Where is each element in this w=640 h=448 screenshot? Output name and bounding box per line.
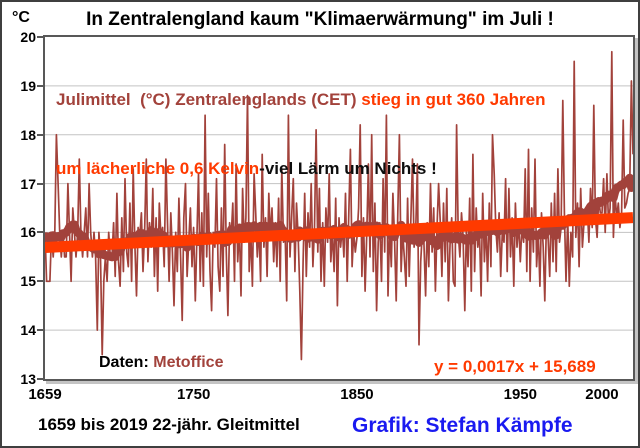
y-tick-label-13: 13 — [20, 371, 36, 387]
temperature-series-line — [45, 50, 633, 361]
y-tick-mark-14 — [37, 329, 43, 332]
y-tick-mark-18 — [37, 133, 43, 136]
y-tick-mark-19 — [37, 84, 43, 87]
data-source-prefix: Daten: — [99, 354, 154, 371]
y-tick-label-20: 20 — [20, 29, 36, 45]
x-tick-label-1850: 1850 — [340, 386, 374, 403]
x-tick-label-2000: 2000 — [585, 386, 619, 403]
y-tick-label-16: 16 — [20, 224, 36, 241]
chart-canvas — [45, 50, 633, 361]
annotation-conclusion: -viel Lärm um Nichts ! — [259, 159, 437, 178]
annotation-text: Julimittel (°C) Zentralenglands (CET) st… — [56, 42, 546, 226]
x-tick-label-1659: 1659 — [28, 386, 62, 403]
chart-title: In Zentralengland kaum "Klimaerwärmung" … — [86, 9, 554, 30]
x-tick-label-1950: 1950 — [503, 386, 537, 403]
x-tick-label-1750: 1750 — [176, 386, 211, 403]
annotation-series-name: Julimittel (°C) Zentralenglands (CET) — [56, 90, 357, 109]
y-tick-mark-13 — [37, 378, 43, 380]
y-tick-label-18: 18 — [20, 126, 36, 143]
y-tick-mark-20 — [37, 36, 43, 38]
y-tick-label-15: 15 — [20, 273, 36, 290]
y-tick-mark-15 — [37, 280, 43, 283]
annotation-kelvin-text: um lächerliche 0,6 Kelvin — [56, 159, 260, 178]
y-tick-mark-17 — [37, 182, 43, 185]
y-tick-label-19: 19 — [20, 77, 36, 94]
y-tick-label-14: 14 — [20, 322, 36, 339]
y-tick-mark-16 — [37, 231, 43, 234]
annotation-line2: um lächerliche 0,6 Kelvin-viel Lärm um N… — [56, 157, 546, 180]
footer-note: 1659 bis 2019 22-jähr. Gleitmittel — [38, 415, 300, 434]
y-tick-label-17: 17 — [20, 175, 36, 192]
plot-area — [43, 35, 635, 381]
y-axis-unit-label: °C — [12, 9, 30, 26]
trend-line — [45, 212, 633, 254]
annotation-line1: Julimittel (°C) Zentralenglands (CET) st… — [56, 88, 546, 111]
data-source-label: Daten: Metoffice — [99, 354, 223, 372]
credit-label: Grafik: Stefan Kämpfe — [352, 414, 573, 437]
data-source-value: Metoffice — [153, 354, 224, 371]
trend-equation-label: y = 0,0017x + 15,689 — [434, 357, 596, 376]
annotation-trend-claim: stieg in gut 360 Jahren — [356, 90, 546, 109]
